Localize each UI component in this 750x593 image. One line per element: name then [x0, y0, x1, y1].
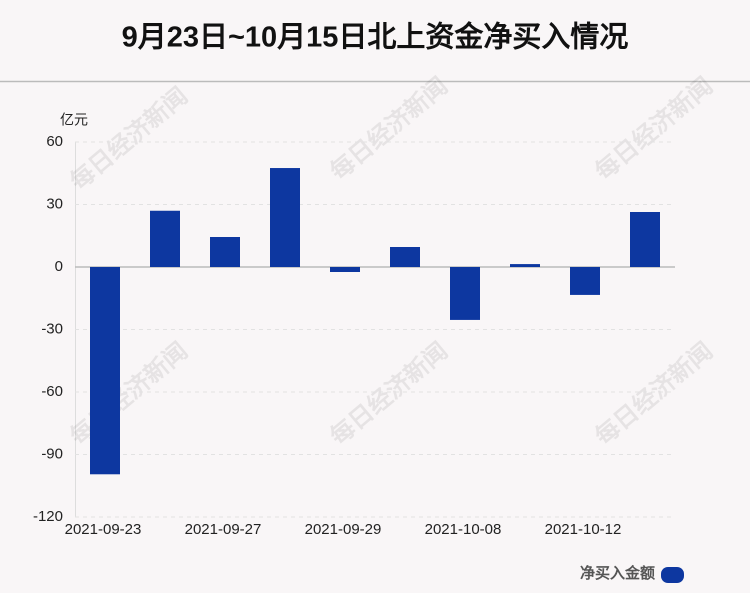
y-tick-label: 0 — [55, 258, 63, 275]
x-tick-label: 2021-09-23 — [65, 521, 142, 538]
y-tick-label: -90 — [41, 445, 63, 462]
y-tick-label: -60 — [41, 383, 63, 400]
bar — [210, 237, 240, 267]
bar — [390, 247, 420, 267]
y-tick-label: -120 — [33, 508, 63, 525]
bar — [450, 267, 480, 320]
bar — [510, 264, 540, 267]
bar — [330, 267, 360, 272]
x-tick-label: 2021-09-29 — [305, 521, 382, 538]
y-tick-label: 30 — [46, 195, 63, 212]
x-tick-label: 2021-09-27 — [185, 521, 262, 538]
bar — [150, 210, 180, 267]
legend-label: 净买入金额 — [580, 564, 655, 582]
x-tick-label: 2021-10-12 — [545, 521, 622, 538]
bar — [270, 168, 300, 267]
y-tick-label: 60 — [46, 133, 63, 150]
legend-swatch — [661, 567, 684, 583]
bar — [570, 267, 600, 295]
x-tick-label: 2021-10-08 — [425, 521, 502, 538]
bar — [90, 267, 120, 475]
y-tick-label: -30 — [41, 320, 63, 337]
bar — [630, 212, 660, 267]
chart-title: 9月23日~10月15日北上资金净买入情况 — [122, 20, 629, 54]
y-axis-unit: 亿元 — [60, 112, 88, 128]
